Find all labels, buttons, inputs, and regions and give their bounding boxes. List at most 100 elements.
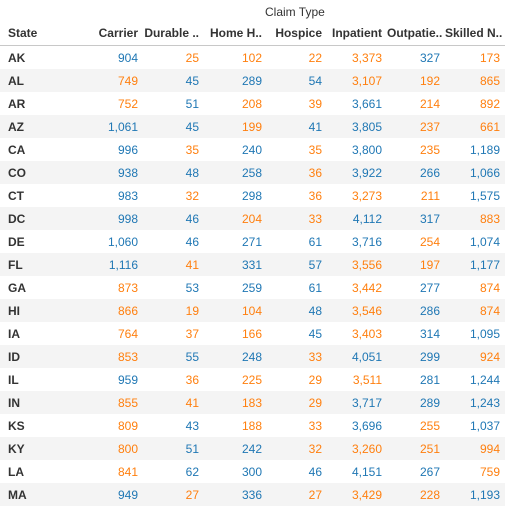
value-cell: 286	[387, 299, 445, 322]
column-header-outpatient[interactable]: Outpatie..	[387, 20, 445, 46]
column-header-home-health[interactable]: Home H..	[204, 20, 267, 46]
value-cell: 214	[419, 96, 440, 111]
table-row[interactable]: AR 752 51 208 39 3,661 214 892	[0, 92, 505, 115]
value-cell: 1,193	[445, 483, 505, 506]
column-header-inpatient[interactable]: Inpatient	[327, 20, 387, 46]
value-cell: 949	[48, 483, 143, 506]
value-cell: 3,373	[351, 50, 382, 65]
value-cell: 289	[387, 391, 445, 414]
table-row[interactable]: CT 983 32 298 36 3,273 211 1,575	[0, 184, 505, 207]
value-cell: 45	[143, 69, 204, 92]
state-cell: MA	[0, 483, 48, 506]
value-cell: 242	[204, 437, 267, 460]
value-cell: 188	[241, 418, 262, 433]
value-cell: 61	[308, 234, 322, 249]
column-header-carrier[interactable]: Carrier	[48, 20, 143, 46]
table-row[interactable]: ID 853 55 248 33 4,051 299 924	[0, 345, 505, 368]
state-cell: HI	[0, 299, 48, 322]
value-cell: 998	[48, 207, 143, 230]
value-cell: 267	[419, 464, 440, 479]
value-cell: 3,556	[327, 253, 387, 276]
value-cell: 892	[479, 96, 500, 111]
table-row[interactable]: CO 938 48 258 36 3,922 266 1,066	[0, 161, 505, 184]
state-cell: FL	[0, 253, 48, 276]
value-cell: 3,260	[327, 437, 387, 460]
table-row[interactable]: KS 809 43 188 33 3,696 255 1,037	[0, 414, 505, 437]
table-row[interactable]: AZ 1,061 45 199 41 3,805 237 661	[0, 115, 505, 138]
value-cell: 54	[267, 69, 327, 92]
value-cell: 3,717	[327, 391, 387, 414]
value-cell: 46	[185, 234, 199, 249]
table-row[interactable]: IL 959 36 225 29 3,511 281 1,244	[0, 368, 505, 391]
value-cell: 752	[117, 96, 138, 111]
value-cell: 55	[143, 345, 204, 368]
value-cell: 51	[185, 96, 199, 111]
table-row[interactable]: IN 855 41 183 29 3,717 289 1,243	[0, 391, 505, 414]
value-cell: 225	[241, 372, 262, 387]
value-cell: 3,442	[351, 280, 382, 295]
value-cell: 749	[48, 69, 143, 92]
value-cell: 3,429	[327, 483, 387, 506]
value-cell: 1,061	[48, 115, 143, 138]
value-cell: 1,177	[445, 253, 505, 276]
table-row[interactable]: AL 749 45 289 54 3,107 192 865	[0, 69, 505, 92]
value-cell: 46	[143, 207, 204, 230]
value-cell: 873	[117, 280, 138, 295]
value-cell: 166	[241, 326, 262, 341]
value-cell: 255	[419, 418, 440, 433]
state-column-header[interactable]: State	[0, 20, 48, 46]
value-cell: 208	[241, 96, 262, 111]
value-cell: 994	[445, 437, 505, 460]
value-cell: 29	[308, 372, 322, 387]
value-cell: 3,546	[327, 299, 387, 322]
value-cell: 35	[308, 142, 322, 157]
value-cell: 192	[387, 69, 445, 92]
value-cell: 258	[204, 161, 267, 184]
table-row[interactable]: DE 1,060 46 271 61 3,716 254 1,074	[0, 230, 505, 253]
value-cell: 865	[445, 69, 505, 92]
value-cell: 32	[267, 437, 327, 460]
value-cell: 45	[308, 326, 322, 341]
column-group-title: Claim Type	[265, 5, 325, 19]
table-row[interactable]: CA 996 35 240 35 3,800 235 1,189	[0, 138, 505, 161]
value-cell: 4,112	[327, 207, 387, 230]
value-cell: 841	[117, 464, 138, 479]
column-header-skilled-nursing[interactable]: Skilled N..	[445, 20, 505, 46]
state-cell: IA	[8, 326, 20, 341]
value-cell: 46	[308, 464, 322, 479]
value-cell: 3,922	[327, 161, 387, 184]
value-cell: 3,805	[327, 115, 387, 138]
table-row[interactable]: LA 841 62 300 46 4,151 267 759	[0, 460, 505, 483]
table-row[interactable]: HI 866 19 104 48 3,546 286 874	[0, 299, 505, 322]
claims-table: State Carrier Durable .. Home H.. Hospic…	[0, 20, 505, 509]
value-cell: 300	[241, 464, 262, 479]
value-cell: 3,696	[351, 418, 382, 433]
value-cell: 57	[267, 253, 327, 276]
column-header-hospice[interactable]: Hospice	[267, 20, 327, 46]
value-cell: 1,244	[469, 372, 500, 387]
state-cell: CO	[0, 161, 48, 184]
table-row[interactable]: IA 764 37 166 45 3,403 314 1,095	[0, 322, 505, 345]
value-cell: 248	[204, 345, 267, 368]
value-cell: 298	[241, 188, 262, 203]
value-cell: 33	[267, 207, 327, 230]
table-row[interactable]: FL 1,116 41 331 57 3,556 197 1,177	[0, 253, 505, 276]
column-header-durable[interactable]: Durable ..	[143, 20, 204, 46]
value-cell: 104	[204, 299, 267, 322]
table-row[interactable]: DC 998 46 204 33 4,112 317 883	[0, 207, 505, 230]
value-cell: 43	[185, 418, 199, 433]
value-cell: 199	[204, 115, 267, 138]
value-cell: 36	[267, 161, 327, 184]
state-cell: DC	[0, 207, 48, 230]
table-row[interactable]: AK 904 25 102 22 3,373 327 173	[0, 46, 505, 70]
table-row[interactable]: MA 949 27 336 27 3,429 228 1,193	[0, 483, 505, 506]
value-cell: 1,189	[469, 142, 500, 157]
value-cell: 759	[479, 464, 500, 479]
value-cell: 173	[479, 50, 500, 65]
value-cell: 204	[204, 207, 267, 230]
value-cell: 1,243	[445, 391, 505, 414]
table-row[interactable]: KY 800 51 242 32 3,260 251 994	[0, 437, 505, 460]
value-cell: 331	[204, 253, 267, 276]
value-cell: 3,403	[351, 326, 382, 341]
table-row[interactable]: GA 873 53 259 61 3,442 277 874	[0, 276, 505, 299]
